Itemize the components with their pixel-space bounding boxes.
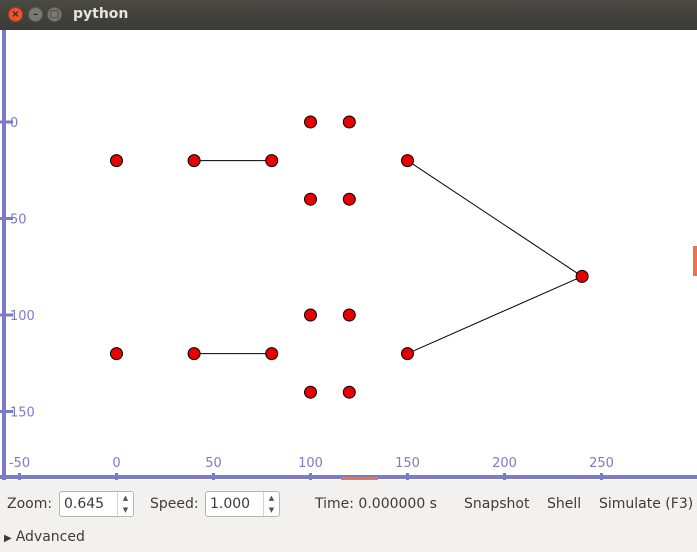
simulation-canvas[interactable]: -50 0 50 100 150 200 250 0 50 100 150	[0, 30, 697, 480]
y-tick-label: 100	[10, 309, 35, 324]
graph-node[interactable]	[342, 192, 356, 206]
x-tick-label: 50	[205, 456, 222, 471]
graph-edge	[407, 160, 583, 277]
graph-node[interactable]	[342, 115, 356, 129]
close-icon[interactable]: ×	[8, 7, 23, 22]
graph-node[interactable]	[575, 269, 589, 283]
graph-node[interactable]	[304, 385, 317, 399]
maximize-icon[interactable]: □	[47, 7, 62, 22]
zoom-label: Zoom:	[7, 496, 53, 512]
graph-node[interactable]	[304, 115, 317, 129]
toolbar: Zoom: ▲ ▼ Speed: ▲ ▼ Time: 0.000000 s Sn…	[0, 482, 697, 528]
x-tick-label: 200	[492, 456, 517, 471]
network-plot[interactable]: -50 0 50 100 150 200 250 0 50 100 150	[0, 30, 697, 480]
snapshot-button[interactable]: Snapshot	[464, 496, 530, 512]
minimize-icon[interactable]: –	[28, 7, 43, 22]
speed-spinner[interactable]: ▲ ▼	[205, 491, 280, 517]
window-title: python	[73, 6, 129, 22]
x-tick-label: 250	[589, 456, 614, 471]
time-readout: Time: 0.000000 s	[315, 496, 437, 512]
chevron-up-icon[interactable]: ▲	[122, 494, 129, 502]
advanced-label: Advanced	[15, 529, 85, 545]
chevron-up-icon[interactable]: ▲	[268, 494, 275, 502]
graph-node[interactable]	[401, 154, 414, 168]
y-tick-label: 50	[10, 213, 27, 228]
graph-node[interactable]	[265, 154, 279, 168]
x-tick-label: 150	[395, 456, 420, 471]
graph-node[interactable]	[401, 347, 414, 361]
x-tick-label: 100	[298, 456, 323, 471]
speed-stepper[interactable]: ▲ ▼	[263, 492, 279, 516]
graph-node[interactable]	[187, 154, 201, 168]
x-tick-label: -50	[9, 456, 30, 471]
y-tick-label: 0	[10, 116, 18, 131]
speed-input[interactable]	[206, 492, 264, 516]
graph-node[interactable]	[187, 347, 201, 361]
graph-node[interactable]	[265, 347, 279, 361]
speed-label: Speed:	[150, 496, 199, 512]
zoom-input[interactable]	[60, 492, 118, 516]
graph-node[interactable]	[110, 154, 123, 168]
graph-edge	[407, 275, 583, 355]
x-tick-label: 0	[112, 456, 120, 471]
expander-arrow-icon: ▶	[4, 533, 12, 544]
zoom-stepper[interactable]: ▲ ▼	[117, 492, 133, 516]
y-tick-label: 150	[10, 406, 35, 421]
graph-node[interactable]	[342, 308, 356, 322]
chevron-down-icon[interactable]: ▼	[122, 506, 129, 514]
graph-node[interactable]	[304, 192, 317, 206]
simulate-button[interactable]: Simulate (F3)	[599, 496, 694, 512]
graph-node[interactable]	[342, 385, 356, 399]
graph-node[interactable]	[304, 308, 317, 322]
chevron-down-icon[interactable]: ▼	[268, 506, 275, 514]
graph-node[interactable]	[110, 347, 123, 361]
window-titlebar: × – □ python	[0, 0, 697, 30]
advanced-expander[interactable]: ▶ Advanced	[4, 529, 85, 545]
shell-button[interactable]: Shell	[547, 496, 582, 512]
zoom-spinner[interactable]: ▲ ▼	[59, 491, 134, 517]
